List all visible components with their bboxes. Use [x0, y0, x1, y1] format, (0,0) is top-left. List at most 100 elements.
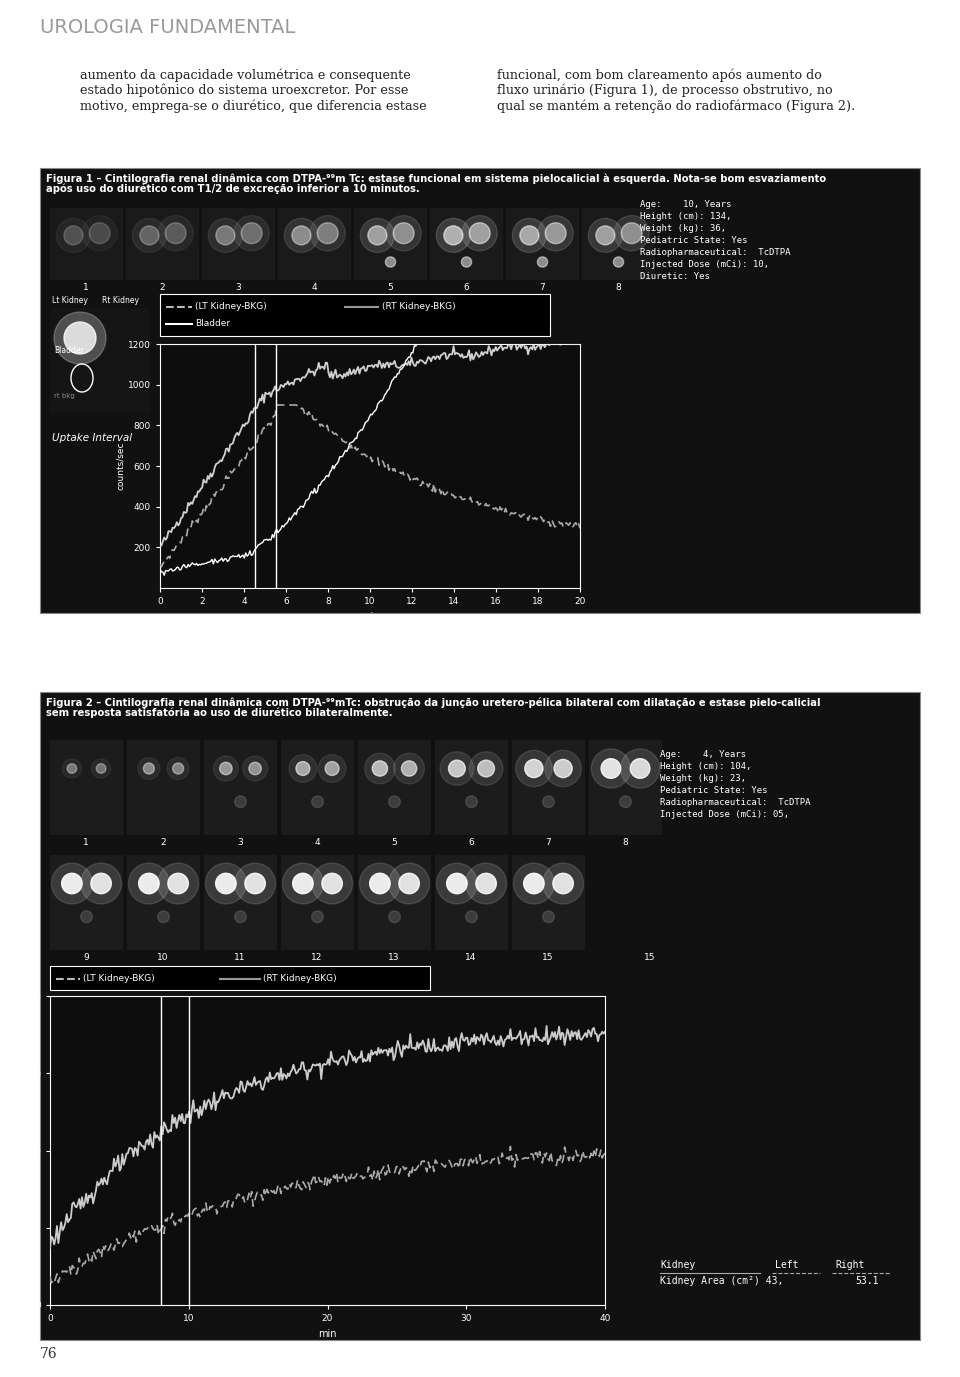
Circle shape: [91, 873, 111, 894]
Circle shape: [542, 796, 554, 807]
Text: 1: 1: [84, 284, 89, 292]
Circle shape: [243, 756, 268, 781]
Bar: [50, 208, 123, 280]
Circle shape: [322, 873, 343, 894]
Circle shape: [234, 796, 247, 807]
Circle shape: [545, 750, 582, 786]
Text: 14: 14: [466, 953, 477, 963]
Text: Height (cm): 104,: Height (cm): 104,: [660, 761, 752, 771]
Text: 8: 8: [622, 839, 628, 847]
Circle shape: [143, 763, 155, 774]
Circle shape: [614, 216, 649, 251]
Y-axis label: counts/sec: counts/sec: [116, 442, 125, 490]
Text: Bladder: Bladder: [54, 346, 84, 355]
Circle shape: [296, 761, 310, 775]
Text: Diuretic: Yes: Diuretic: Yes: [640, 273, 709, 281]
Circle shape: [596, 226, 614, 245]
Circle shape: [389, 796, 400, 807]
Circle shape: [401, 761, 417, 777]
Circle shape: [318, 755, 346, 782]
Bar: [160, 295, 550, 336]
Circle shape: [234, 912, 247, 923]
Bar: [281, 739, 354, 834]
Bar: [50, 739, 123, 834]
Bar: [202, 208, 275, 280]
Bar: [354, 208, 427, 280]
Bar: [506, 208, 579, 280]
Circle shape: [538, 216, 573, 251]
Circle shape: [62, 759, 82, 778]
Circle shape: [360, 219, 395, 252]
Circle shape: [289, 755, 317, 782]
Text: Age:    4, Years: Age: 4, Years: [660, 750, 746, 759]
Text: Radiopharmaceutical:  TcDTPA: Radiopharmaceutical: TcDTPA: [640, 248, 790, 257]
Circle shape: [312, 863, 352, 903]
Text: (RT Kidney-BKG): (RT Kidney-BKG): [263, 974, 337, 983]
Circle shape: [138, 757, 160, 779]
Circle shape: [389, 912, 400, 923]
Circle shape: [57, 219, 90, 252]
Circle shape: [167, 757, 189, 779]
Bar: [358, 739, 431, 834]
Text: Height (cm): 134,: Height (cm): 134,: [640, 212, 732, 220]
Circle shape: [234, 863, 276, 903]
Text: 15: 15: [644, 953, 656, 963]
Circle shape: [476, 873, 496, 894]
Circle shape: [96, 764, 106, 774]
Circle shape: [220, 763, 232, 775]
Circle shape: [205, 863, 247, 903]
Circle shape: [168, 873, 188, 894]
Circle shape: [359, 863, 400, 903]
Circle shape: [514, 863, 554, 903]
Text: UROLOGIA FUNDAMENTAL: UROLOGIA FUNDAMENTAL: [40, 18, 296, 37]
Circle shape: [478, 760, 494, 777]
Text: 11: 11: [234, 953, 246, 963]
Bar: [204, 855, 277, 950]
Text: 4: 4: [311, 284, 317, 292]
Circle shape: [542, 912, 554, 923]
Text: Figura 2 – Cintilografia renal dinâmica com DTPA-⁹⁹mTc: obstrução da junção uret: Figura 2 – Cintilografia renal dinâmica …: [46, 697, 821, 708]
Text: sem resposta satisfatória ao uso de diurético bilateralmente.: sem resposta satisfatória ao uso de diur…: [46, 708, 393, 719]
Bar: [512, 855, 585, 950]
Circle shape: [394, 223, 414, 244]
Circle shape: [312, 796, 324, 807]
Circle shape: [325, 761, 339, 775]
Circle shape: [216, 873, 236, 894]
Circle shape: [368, 226, 387, 245]
Text: Injected Dose (mCi): 05,: Injected Dose (mCi): 05,: [660, 810, 789, 819]
Text: Injected Dose (mCi): 10,: Injected Dose (mCi): 10,: [640, 260, 769, 269]
Bar: [40, 693, 920, 1340]
Circle shape: [245, 873, 265, 894]
X-axis label: min: min: [361, 611, 379, 621]
Circle shape: [129, 863, 169, 903]
Circle shape: [553, 873, 573, 894]
Bar: [278, 208, 351, 280]
Text: Rt Kidney: Rt Kidney: [102, 296, 139, 304]
Circle shape: [466, 863, 507, 903]
Circle shape: [601, 759, 621, 778]
Circle shape: [520, 226, 539, 245]
Circle shape: [554, 759, 572, 778]
Circle shape: [234, 216, 270, 251]
Circle shape: [67, 764, 77, 774]
Circle shape: [621, 223, 642, 244]
Circle shape: [64, 322, 96, 354]
Circle shape: [524, 873, 544, 894]
Circle shape: [372, 761, 388, 777]
Circle shape: [466, 796, 477, 807]
Circle shape: [437, 863, 477, 903]
Circle shape: [385, 257, 396, 267]
Bar: [127, 855, 200, 950]
Circle shape: [469, 223, 490, 244]
Bar: [435, 855, 508, 950]
Circle shape: [165, 223, 186, 244]
Circle shape: [208, 219, 243, 252]
Bar: [582, 208, 655, 280]
Text: 12: 12: [311, 953, 323, 963]
Circle shape: [138, 873, 159, 894]
Circle shape: [591, 749, 631, 788]
Circle shape: [516, 750, 552, 786]
Bar: [430, 208, 503, 280]
Circle shape: [312, 912, 324, 923]
Circle shape: [545, 223, 566, 244]
